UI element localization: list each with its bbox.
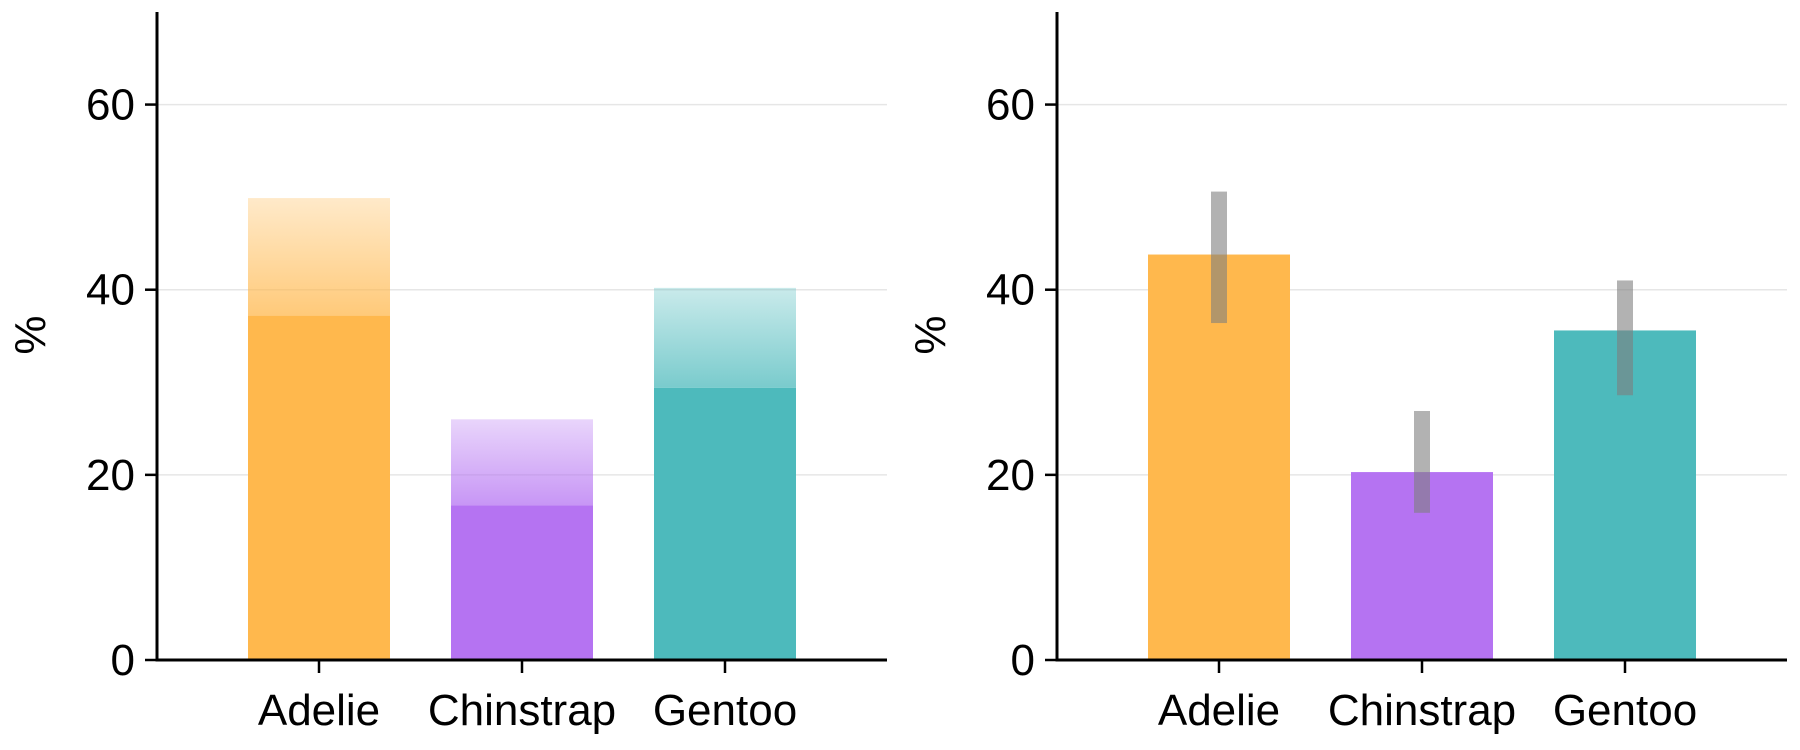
left-panel: 0 20 40 60 Adelie Chinstrap Gentoo% — [6, 12, 887, 735]
y-tick-label: 20 — [986, 451, 1035, 500]
y-tick-label: 40 — [86, 266, 135, 315]
y-axis-label: % — [6, 315, 55, 354]
error-bar-chinstrap — [1414, 410, 1430, 513]
error-bar-adelie — [1211, 191, 1227, 324]
right-panel: 0 20 40 60 Adelie Chinstrap Gentoo% — [906, 12, 1787, 735]
y-tick-label: 0 — [111, 636, 135, 685]
x-tick-label-chinstrap: Chinstrap — [428, 686, 616, 735]
bar-chinstrap — [451, 505, 593, 660]
bar-adelie — [248, 315, 390, 660]
x-tick-label-chinstrap: Chinstrap — [1328, 686, 1516, 735]
x-tick-label-gentoo: Gentoo — [1553, 686, 1697, 735]
bar-upper-gentoo — [654, 287, 796, 388]
y-tick-label: 60 — [986, 81, 1035, 130]
y-tick-label: 0 — [1011, 636, 1035, 685]
bar-gentoo — [654, 387, 796, 660]
y-tick-label: 60 — [86, 81, 135, 130]
error-bar-gentoo — [1617, 280, 1633, 396]
bar-upper-adelie — [248, 198, 390, 316]
y-axis-label: % — [906, 315, 955, 354]
x-tick-label-gentoo: Gentoo — [653, 686, 797, 735]
x-tick-label-adelie: Adelie — [1158, 686, 1280, 735]
y-tick-label: 20 — [86, 451, 135, 500]
bar-upper-chinstrap — [451, 419, 593, 506]
x-tick-label-adelie: Adelie — [258, 686, 380, 735]
y-tick-label: 40 — [986, 266, 1035, 315]
